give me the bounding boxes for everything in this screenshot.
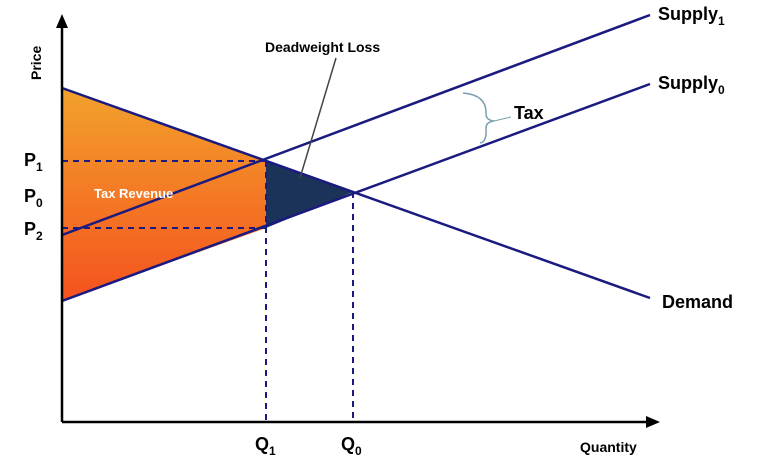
price-tick-p1-base: P — [24, 150, 36, 170]
deadweight-loss-triangle — [266, 161, 353, 228]
quantity-tick-q1: Q1 — [255, 434, 276, 458]
supply1-label-sub: 1 — [718, 14, 725, 28]
supply1-label-base: Supply — [658, 4, 718, 24]
quantity-tick-q0: Q0 — [341, 434, 362, 458]
quantity-tick-q1-base: Q — [255, 434, 269, 454]
demand-label: Demand — [662, 292, 733, 312]
tax-brace — [462, 92, 495, 144]
supply1-label: Supply1 — [658, 4, 725, 28]
quantity-tick-q0-sub: 0 — [355, 444, 362, 458]
y-axis-label: Price — [28, 46, 44, 80]
supply0-label-sub: 0 — [718, 83, 725, 97]
price-tick-p1: P1 — [24, 150, 43, 174]
supply0-label: Supply0 — [658, 73, 725, 97]
price-tick-p0: P0 — [24, 186, 43, 210]
price-tick-p1-sub: 1 — [36, 160, 43, 174]
supply0-label-base: Supply — [658, 73, 718, 93]
price-tick-p0-base: P — [24, 186, 36, 206]
tax-revenue-label: Tax Revenue — [94, 186, 173, 201]
y-axis-arrow — [56, 14, 68, 28]
tax-revenue-area — [62, 88, 266, 301]
deadweight-loss-pointer — [299, 57, 337, 179]
quantity-tick-q1-sub: 1 — [269, 444, 276, 458]
price-tick-p2-sub: 2 — [36, 229, 43, 243]
price-tick-p2-base: P — [24, 219, 36, 239]
price-tick-p0-sub: 0 — [36, 196, 43, 210]
x-axis-arrow — [646, 416, 660, 428]
price-tick-p2: P2 — [24, 219, 43, 243]
quantity-tick-q0-base: Q — [341, 434, 355, 454]
x-axis-label: Quantity — [580, 439, 637, 455]
deadweight-loss-label: Deadweight Loss — [265, 39, 380, 55]
tax-label: Tax — [514, 103, 544, 123]
supply0-curve — [61, 82, 651, 303]
tax-brace-pointer — [493, 116, 512, 122]
supply1-curve — [61, 13, 651, 237]
